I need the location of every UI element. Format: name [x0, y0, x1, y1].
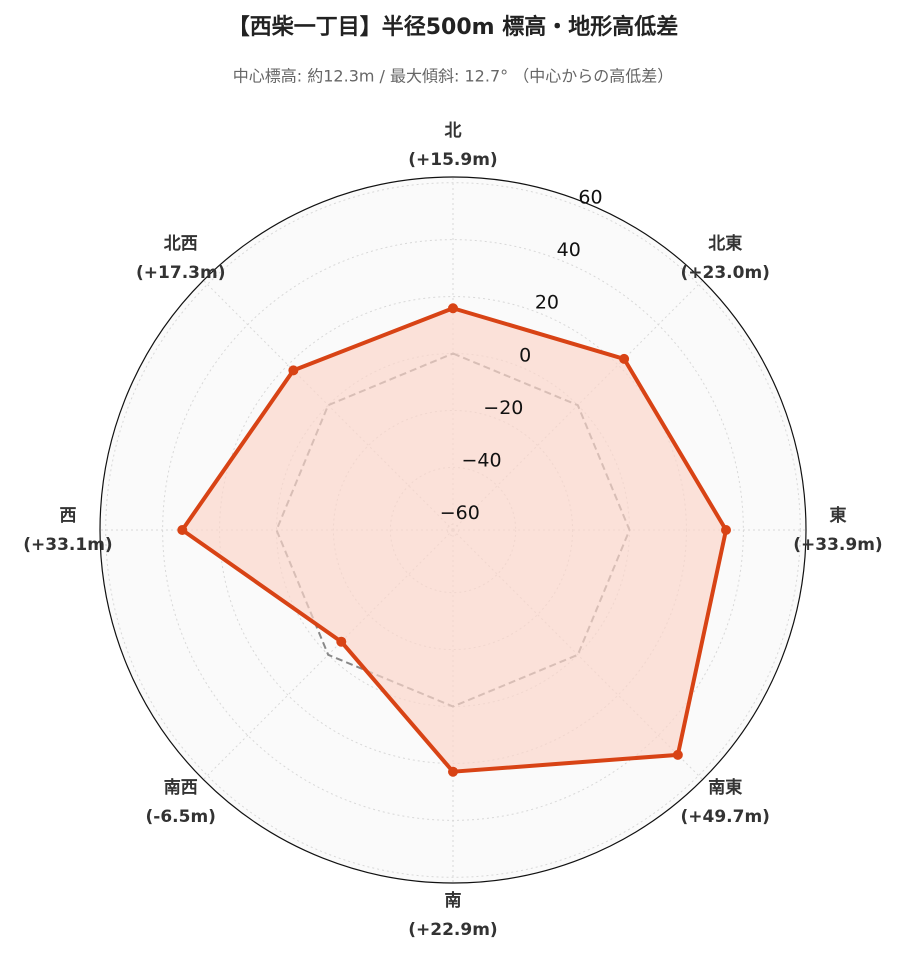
point: [448, 303, 458, 314]
category-label: 南: [445, 890, 462, 911]
point: [288, 365, 299, 376]
r-tick-label: −40: [462, 450, 502, 472]
category-label: 東: [830, 505, 847, 526]
point: [448, 766, 458, 777]
r-tick-label: 40: [557, 239, 581, 261]
category-label: 北東: [708, 233, 742, 254]
point: [177, 525, 188, 535]
category-label: 南西: [164, 777, 198, 798]
category-label: 北西: [164, 234, 198, 254]
value-label: (+49.7m): [681, 807, 770, 827]
r-tick-label: 0: [519, 344, 531, 366]
value-label: (-6.5m): [146, 807, 216, 827]
point: [619, 353, 630, 364]
value-label: (+22.9m): [408, 920, 497, 940]
point: [721, 525, 732, 535]
plot-border: [99, 176, 807, 884]
value-label: (+15.9m): [408, 150, 497, 170]
point: [672, 749, 683, 760]
r-tick-label: −60: [440, 502, 480, 524]
point: [336, 636, 347, 647]
category-label: 西: [60, 506, 77, 526]
chart-title: 【西柴一丁目】半径500m 標高・地形高低差: [228, 14, 679, 40]
category-label: 南東: [708, 777, 742, 798]
r-tick-label: 60: [578, 187, 602, 209]
value-label: (+17.3m): [136, 263, 225, 283]
value-label: (+33.9m): [793, 535, 882, 555]
category-label: 北: [445, 121, 462, 141]
r-tick-label: 20: [535, 292, 559, 314]
value-label: (+33.1m): [23, 535, 112, 555]
chart-subtitle: 中心標高: 約12.3m / 最大傾斜: 12.7° （中心からの高低差）: [233, 67, 673, 86]
value-label: (+23.0m): [681, 263, 770, 283]
area: [182, 308, 727, 772]
r-tick-label: −20: [483, 397, 523, 419]
grid-ring: [105, 182, 801, 878]
